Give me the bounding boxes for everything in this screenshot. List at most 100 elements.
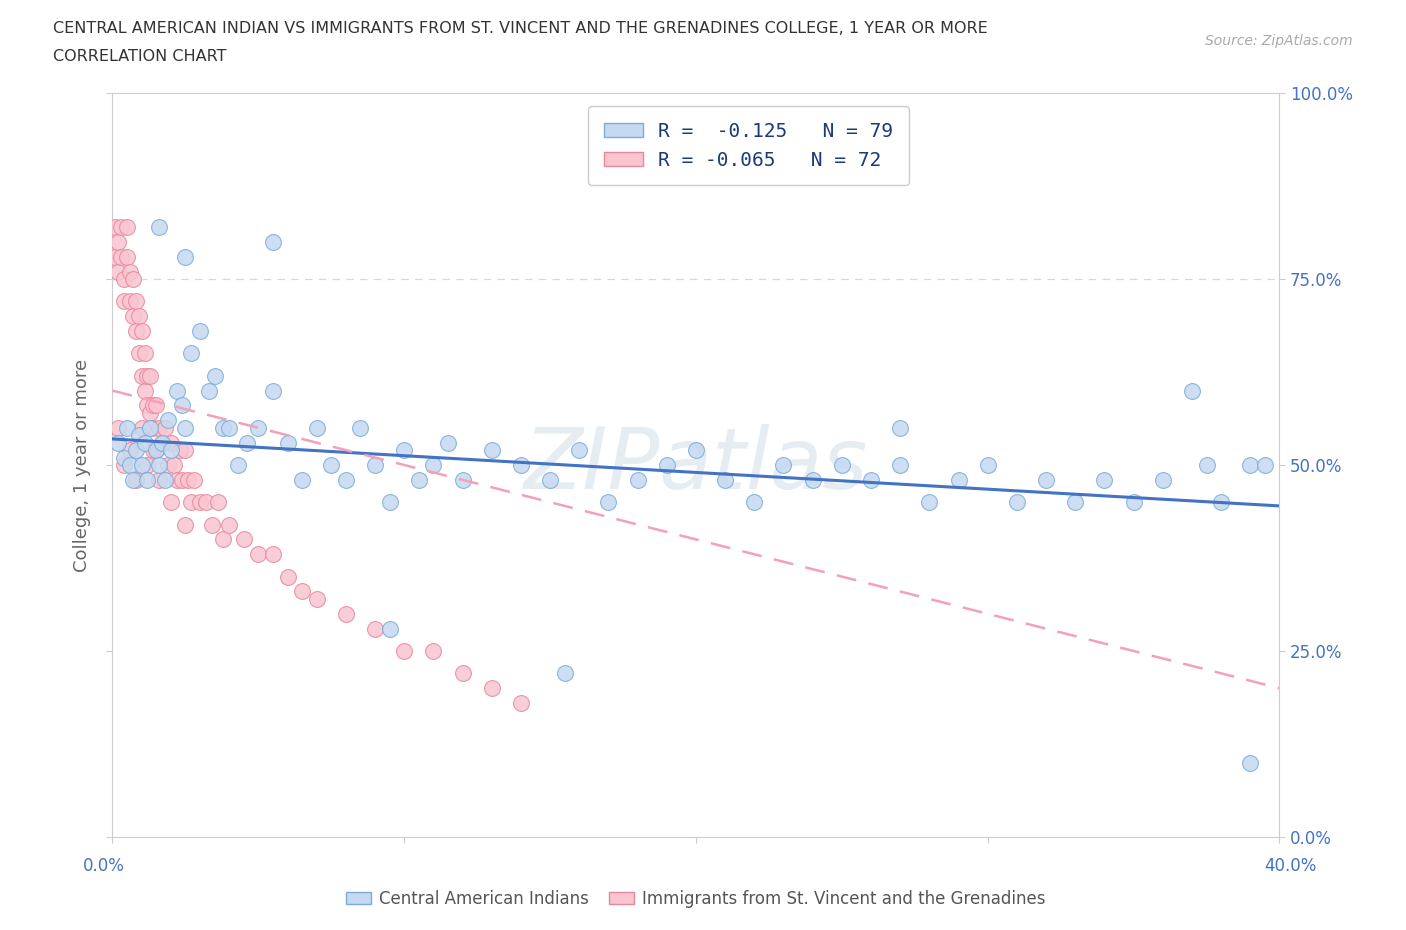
Point	[174, 517, 197, 532]
Point	[394, 443, 416, 458]
Point	[349, 420, 371, 435]
Point	[218, 517, 240, 532]
Point	[1239, 755, 1261, 770]
Point	[1122, 495, 1144, 510]
Point	[235, 435, 257, 450]
Point	[291, 472, 314, 487]
Point	[125, 472, 148, 487]
Text: 0.0%: 0.0%	[83, 857, 125, 875]
Point	[145, 398, 167, 413]
Point	[180, 346, 202, 361]
Point	[247, 547, 270, 562]
Point	[166, 472, 188, 487]
Point	[568, 443, 591, 458]
Point	[201, 517, 224, 532]
Point	[408, 472, 430, 487]
Point	[118, 443, 141, 458]
Point	[128, 428, 150, 443]
Point	[174, 443, 197, 458]
Point	[131, 324, 153, 339]
Point	[218, 420, 240, 435]
Point	[128, 309, 150, 324]
Point	[139, 420, 162, 435]
Point	[207, 495, 229, 510]
Text: ZIPatlas: ZIPatlas	[524, 423, 868, 507]
Point	[136, 368, 159, 383]
Point	[148, 472, 170, 487]
Point	[655, 458, 678, 472]
Point	[212, 532, 235, 547]
Point	[107, 435, 129, 450]
Point	[276, 569, 298, 584]
Point	[160, 443, 183, 458]
Point	[305, 420, 328, 435]
Point	[422, 458, 444, 472]
Point	[262, 547, 284, 562]
Point	[509, 458, 531, 472]
Point	[145, 443, 167, 458]
Point	[742, 495, 765, 510]
Point	[134, 383, 156, 398]
Text: CORRELATION CHART: CORRELATION CHART	[53, 49, 226, 64]
Point	[136, 398, 159, 413]
Point	[262, 383, 284, 398]
Text: Source: ZipAtlas.com: Source: ZipAtlas.com	[1205, 34, 1353, 48]
Point	[169, 443, 191, 458]
Point	[112, 450, 135, 465]
Point	[156, 458, 179, 472]
Y-axis label: College, 1 year or more: College, 1 year or more	[73, 358, 91, 572]
Point	[160, 495, 183, 510]
Point	[321, 458, 343, 472]
Point	[1094, 472, 1116, 487]
Point	[247, 420, 270, 435]
Point	[153, 472, 176, 487]
Point	[378, 621, 401, 636]
Point	[118, 458, 141, 472]
Point	[118, 264, 141, 279]
Point	[148, 420, 170, 435]
Point	[122, 309, 145, 324]
Point	[145, 443, 167, 458]
Point	[150, 435, 173, 450]
Point	[831, 458, 853, 472]
Point	[107, 264, 129, 279]
Point	[685, 443, 707, 458]
Point	[276, 435, 298, 450]
Point	[918, 495, 941, 510]
Point	[180, 495, 202, 510]
Point	[139, 405, 162, 420]
Point	[598, 495, 620, 510]
Point	[509, 696, 531, 711]
Point	[110, 219, 132, 234]
Point	[112, 458, 135, 472]
Point	[148, 219, 170, 234]
Point	[378, 495, 401, 510]
Point	[1254, 458, 1277, 472]
Point	[118, 294, 141, 309]
Point	[150, 435, 173, 450]
Point	[188, 324, 211, 339]
Point	[104, 219, 127, 234]
Point	[422, 644, 444, 658]
Point	[1209, 495, 1232, 510]
Point	[364, 458, 387, 472]
Point	[197, 383, 219, 398]
Point	[104, 249, 127, 264]
Point	[948, 472, 970, 487]
Point	[174, 420, 197, 435]
Point	[112, 272, 135, 286]
Point	[148, 458, 170, 472]
Point	[172, 398, 194, 413]
Point	[136, 458, 159, 472]
Point	[889, 420, 911, 435]
Point	[160, 435, 183, 450]
Point	[128, 346, 150, 361]
Point	[112, 294, 135, 309]
Legend: Central American Indians, Immigrants from St. Vincent and the Grenadines: Central American Indians, Immigrants fro…	[339, 883, 1053, 914]
Point	[188, 495, 211, 510]
Point	[627, 472, 650, 487]
Point	[364, 621, 387, 636]
Point	[226, 458, 249, 472]
Point	[125, 443, 148, 458]
Point	[262, 234, 284, 249]
